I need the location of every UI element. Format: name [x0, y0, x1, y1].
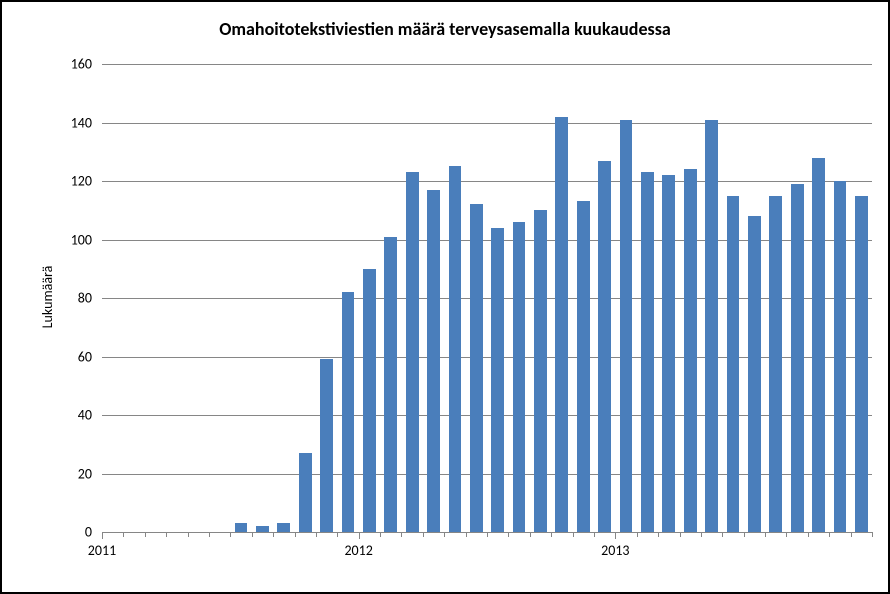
bar — [491, 228, 504, 532]
x-minor-tick — [722, 532, 723, 537]
bar — [641, 172, 654, 532]
bar — [577, 201, 590, 532]
bar — [598, 161, 611, 532]
x-minor-tick — [573, 532, 574, 537]
bar — [470, 204, 483, 532]
x-minor-tick — [316, 532, 317, 537]
x-minor-tick — [851, 532, 852, 537]
x-minor-tick — [744, 532, 745, 537]
bar — [748, 216, 761, 532]
bar — [662, 175, 675, 532]
x-tick-label: 2013 — [601, 532, 629, 559]
bar — [812, 158, 825, 532]
x-minor-tick — [872, 532, 873, 537]
x-minor-tick — [701, 532, 702, 537]
x-minor-tick — [252, 532, 253, 537]
y-tick-label: 80 — [78, 290, 102, 307]
x-minor-tick — [487, 532, 488, 537]
x-minor-tick — [466, 532, 467, 537]
bar — [855, 196, 868, 532]
x-minor-tick — [444, 532, 445, 537]
x-minor-tick — [273, 532, 274, 537]
bar — [534, 210, 547, 532]
bar — [791, 184, 804, 532]
bar — [384, 237, 397, 532]
x-minor-tick — [209, 532, 210, 537]
bar — [406, 172, 419, 532]
x-minor-tick — [188, 532, 189, 537]
x-minor-tick — [829, 532, 830, 537]
x-minor-tick — [658, 532, 659, 537]
x-tick-label: 2011 — [88, 532, 116, 559]
bar — [235, 523, 248, 532]
x-minor-tick — [594, 532, 595, 537]
y-tick-label: 100 — [71, 231, 102, 248]
x-minor-tick — [380, 532, 381, 537]
grid-line — [102, 64, 872, 65]
bar — [555, 117, 568, 532]
y-axis-label: Lukumäärä — [39, 266, 56, 329]
x-minor-tick — [166, 532, 167, 537]
x-minor-tick — [295, 532, 296, 537]
bar — [427, 190, 440, 532]
x-minor-tick — [230, 532, 231, 537]
x-minor-tick — [808, 532, 809, 537]
x-minor-tick — [551, 532, 552, 537]
y-tick-label: 160 — [71, 56, 102, 73]
bar — [684, 169, 697, 532]
grid-line — [102, 123, 872, 124]
bar — [727, 196, 740, 532]
bar — [342, 292, 355, 532]
bar — [277, 523, 290, 532]
y-tick-label: 40 — [78, 407, 102, 424]
y-tick-label: 120 — [71, 173, 102, 190]
grid-line — [102, 181, 872, 182]
x-minor-tick — [765, 532, 766, 537]
x-minor-tick — [401, 532, 402, 537]
bar — [769, 196, 782, 532]
x-minor-tick — [637, 532, 638, 537]
bar — [834, 181, 847, 532]
chart-title: Omahoitotekstiviestien määrä terveysasem… — [2, 18, 888, 40]
x-minor-tick — [508, 532, 509, 537]
bar — [256, 526, 269, 532]
bar — [620, 120, 633, 532]
y-tick-label: 140 — [71, 114, 102, 131]
x-minor-tick — [530, 532, 531, 537]
bar — [705, 120, 718, 532]
y-tick-label: 60 — [78, 348, 102, 365]
x-tick-label: 2012 — [344, 532, 372, 559]
bar — [513, 222, 526, 532]
bar — [449, 166, 462, 532]
x-minor-tick — [337, 532, 338, 537]
bar — [320, 359, 333, 532]
x-minor-tick — [123, 532, 124, 537]
x-minor-tick — [680, 532, 681, 537]
bar — [363, 269, 376, 532]
bar — [299, 453, 312, 532]
chart-frame: Omahoitotekstiviestien määrä terveysasem… — [0, 0, 890, 594]
x-minor-tick — [423, 532, 424, 537]
x-minor-tick — [786, 532, 787, 537]
y-tick-label: 20 — [78, 465, 102, 482]
plot-area: 020406080100120140160201120122013 — [102, 64, 872, 533]
x-minor-tick — [145, 532, 146, 537]
